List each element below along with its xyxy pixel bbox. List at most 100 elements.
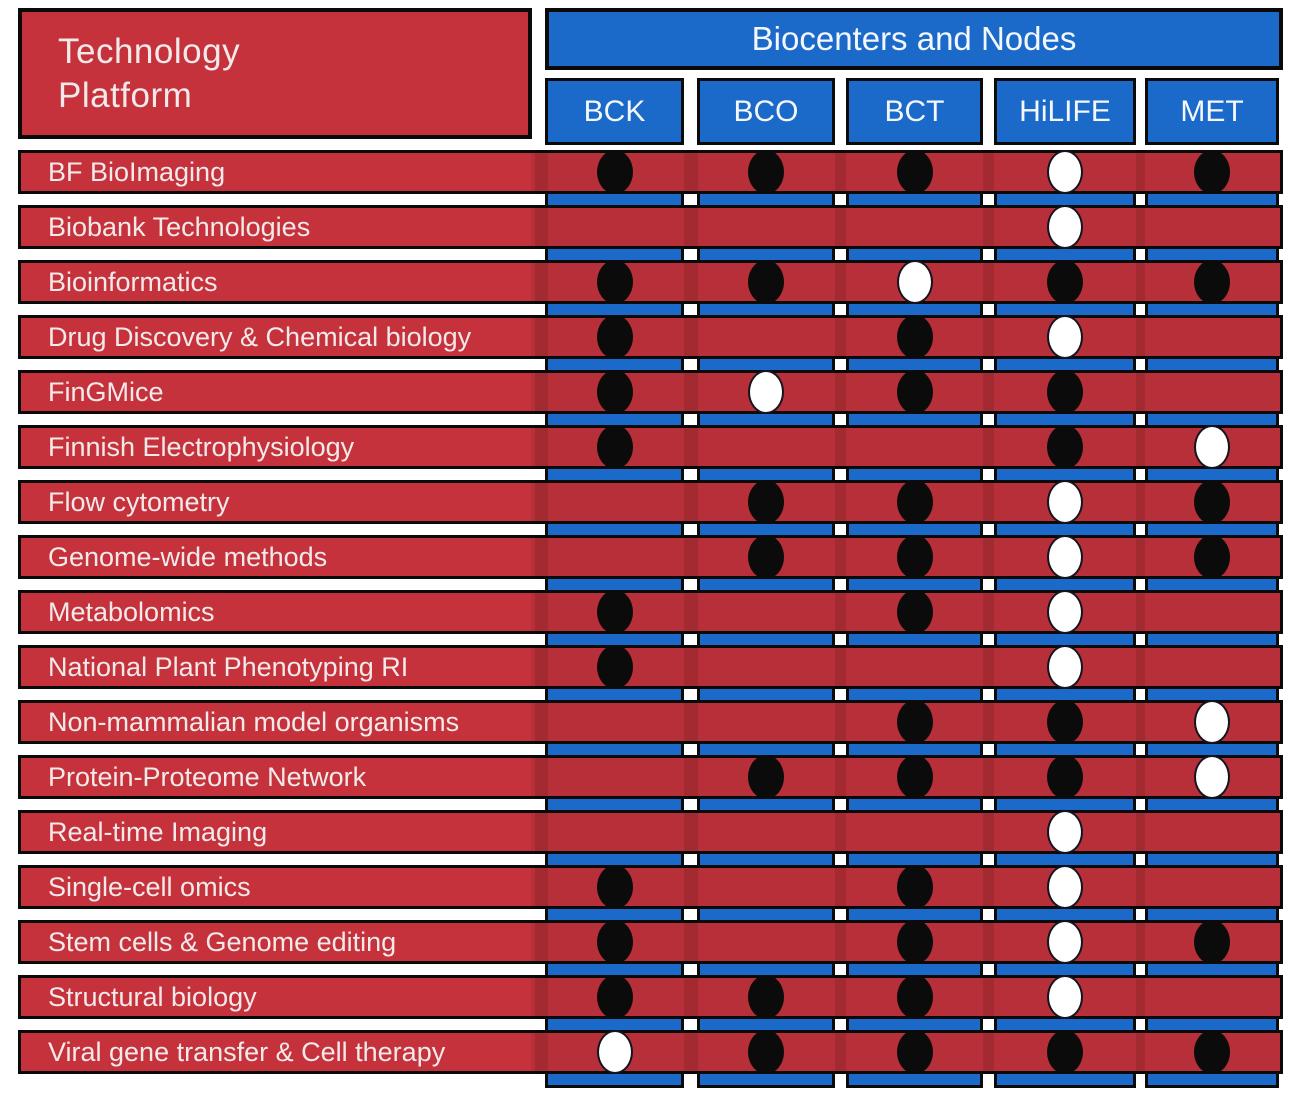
open-dot-bck bbox=[596, 1030, 633, 1074]
column-gap-shade bbox=[835, 205, 846, 249]
column-gap-shade bbox=[835, 260, 846, 304]
platform-label: Stem cells & Genome editing bbox=[48, 926, 397, 957]
column-gap-shade bbox=[983, 755, 994, 799]
matrix-rows: BF BioImaging Biobank Technologies Bioinfo… bbox=[18, 150, 1283, 1085]
column-gap-shade bbox=[535, 810, 548, 854]
filled-dot-bct bbox=[896, 865, 933, 909]
column-gap-shade bbox=[535, 480, 548, 524]
platform-label: Bioinformatics bbox=[48, 266, 218, 297]
filled-dot-bco bbox=[748, 975, 784, 1019]
column-gap-shade bbox=[835, 480, 846, 524]
column-gap-shade bbox=[1136, 865, 1145, 909]
column-gap-shade bbox=[1136, 590, 1145, 634]
column-gap-shade bbox=[1136, 425, 1145, 469]
column-gap-shade bbox=[983, 810, 994, 854]
column-gap-shade bbox=[684, 150, 698, 194]
technology-platform-line1: Technology bbox=[58, 31, 241, 71]
column-gap-shade bbox=[835, 425, 846, 469]
technology-platform-line2: Platform bbox=[58, 75, 193, 115]
platform-label: Finnish Electrophysiology bbox=[48, 431, 355, 462]
column-gap-shade bbox=[535, 590, 548, 634]
column-gap-shade bbox=[535, 315, 548, 359]
open-dot-hilife bbox=[1047, 920, 1083, 964]
filled-dot-hilife bbox=[1047, 260, 1083, 304]
open-dot-hilife bbox=[1047, 810, 1083, 854]
platform-row-flow-cytometry: Flow cytometry bbox=[18, 480, 1283, 524]
column-gap-shade bbox=[535, 645, 548, 689]
column-gap-shade bbox=[983, 1030, 994, 1074]
filled-dot-bco bbox=[748, 755, 784, 799]
column-gap-shade bbox=[535, 370, 548, 414]
filled-dot-hilife bbox=[1047, 700, 1083, 744]
filled-dot-bct bbox=[896, 755, 933, 799]
column-gap-shade bbox=[684, 260, 698, 304]
column-gap-shade bbox=[684, 1030, 698, 1074]
biocenters-nodes-header: Biocenters and Nodes bbox=[545, 8, 1283, 70]
platform-row-biobank-technologies: Biobank Technologies bbox=[18, 205, 1283, 249]
platform-label: Flow cytometry bbox=[48, 486, 230, 517]
filled-dot-bct bbox=[896, 700, 933, 744]
column-gap-shade bbox=[535, 1030, 548, 1074]
filled-dot-bco bbox=[748, 150, 784, 194]
filled-dot-bct bbox=[896, 150, 933, 194]
platform-label: Metabolomics bbox=[48, 596, 215, 627]
filled-dot-bct bbox=[896, 590, 933, 634]
column-gap-shade bbox=[684, 535, 698, 579]
column-header-bct: BCT bbox=[846, 78, 983, 145]
open-dot-met bbox=[1194, 700, 1230, 744]
column-gap-shade bbox=[983, 315, 994, 359]
platform-row-stem-cells-genome-editing: Stem cells & Genome editing bbox=[18, 920, 1283, 964]
platform-label: Protein-Proteome Network bbox=[48, 761, 367, 792]
column-gap-shade bbox=[983, 975, 994, 1019]
column-gap-shade bbox=[1136, 700, 1145, 744]
column-gap-shade bbox=[983, 150, 994, 194]
platform-label: Structural biology bbox=[48, 981, 257, 1012]
column-gap-shade bbox=[983, 205, 994, 249]
technology-platform-header: Technology Platform bbox=[18, 8, 532, 139]
platform-label: Single-cell omics bbox=[48, 871, 251, 902]
filled-dot-bct bbox=[896, 535, 933, 579]
filled-dot-bct bbox=[896, 480, 933, 524]
column-gap-shade bbox=[684, 700, 698, 744]
open-dot-hilife bbox=[1047, 315, 1083, 359]
platform-label: BF BioImaging bbox=[48, 156, 226, 187]
column-gap-shade bbox=[983, 645, 994, 689]
filled-dot-hilife bbox=[1047, 755, 1083, 799]
column-gap-shade bbox=[1136, 1030, 1145, 1074]
column-gap-shade bbox=[684, 865, 698, 909]
filled-dot-met bbox=[1194, 535, 1230, 579]
column-gap-shade bbox=[835, 150, 846, 194]
column-gap-shade bbox=[684, 645, 698, 689]
platform-row-protein-proteome-network: Protein-Proteome Network bbox=[18, 755, 1283, 799]
platform-label: Biobank Technologies bbox=[48, 211, 311, 242]
column-gap-shade bbox=[684, 425, 698, 469]
open-dot-hilife bbox=[1047, 205, 1083, 249]
column-gap-shade bbox=[1136, 975, 1145, 1019]
filled-dot-bct bbox=[896, 975, 933, 1019]
filled-dot-bco bbox=[748, 535, 784, 579]
biocenters-nodes-title: Biocenters and Nodes bbox=[751, 20, 1077, 57]
column-gap-shade bbox=[535, 975, 548, 1019]
column-gap-shade bbox=[535, 700, 548, 744]
column-gap-shade bbox=[1136, 645, 1145, 689]
column-gap-shade bbox=[1136, 755, 1145, 799]
column-gap-shade bbox=[983, 700, 994, 744]
filled-dot-hilife bbox=[1047, 1030, 1083, 1074]
column-gap-shade bbox=[535, 425, 548, 469]
filled-dot-met bbox=[1194, 150, 1230, 194]
platform-label: National Plant Phenotyping RI bbox=[48, 651, 409, 682]
column-gap-shade bbox=[835, 370, 846, 414]
platform-row-viral-gene-transfer-cell-therapy: Viral gene transfer & Cell therapy bbox=[18, 1030, 1283, 1074]
column-gap-shade bbox=[983, 865, 994, 909]
column-gap-shade bbox=[1136, 205, 1145, 249]
column-gap-shade bbox=[835, 315, 846, 359]
platform-label: FinGMice bbox=[48, 376, 164, 407]
column-gap-shade bbox=[1136, 810, 1145, 854]
column-gap-shade bbox=[1136, 535, 1145, 579]
filled-dot-bct bbox=[896, 315, 933, 359]
column-gap-shade bbox=[684, 810, 698, 854]
column-gap-shade bbox=[835, 975, 846, 1019]
column-gap-shade bbox=[684, 370, 698, 414]
column-gap-shade bbox=[835, 755, 846, 799]
